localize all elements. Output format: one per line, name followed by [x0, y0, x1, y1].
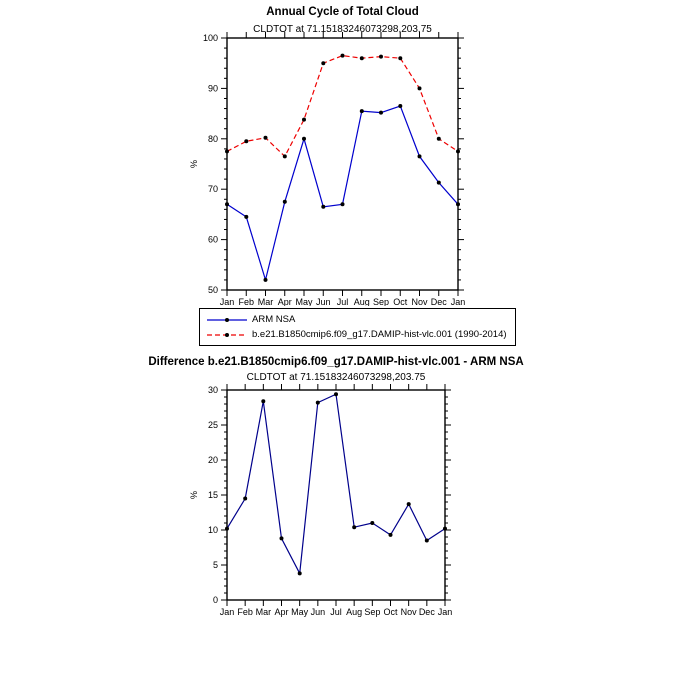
y-tick-label: 10	[208, 525, 218, 535]
x-tick-label: Mar	[258, 297, 274, 306]
y-tick-label: 15	[208, 490, 218, 500]
y-tick-label: 5	[213, 560, 218, 570]
axis-ticks	[221, 32, 464, 296]
plot-frame	[226, 37, 459, 291]
chart-title: Difference b.e21.B1850cmip6.f09_g17.DAMI…	[148, 356, 523, 368]
x-tick-label: Jun	[316, 297, 331, 306]
x-tick-label: Sep	[364, 607, 380, 617]
x-tick-label: Mar	[256, 607, 272, 617]
series-arm-nsa	[225, 104, 460, 283]
chart-subtitle: CLDTOT at 71.15183246073298,203.75	[253, 24, 432, 35]
x-tick-label: Apr	[274, 607, 288, 617]
x-tick-label: Jun	[311, 607, 326, 617]
legend-line-sample-arm-nsa-icon	[207, 317, 247, 322]
x-tick-label: Jan	[220, 297, 235, 306]
y-tick-label: 25	[208, 420, 218, 430]
y-tick-label: 80	[208, 134, 218, 144]
chart-subtitle: CLDTOT at 71.15183246073298,203.75	[247, 372, 426, 383]
y-tick-label: 70	[208, 184, 218, 194]
x-tick-label: May	[295, 297, 313, 306]
x-tick-label: Apr	[278, 297, 292, 306]
x-tick-label: Sep	[373, 297, 389, 306]
legend-item: b.e21.B1850cmip6.f09_g17.DAMIP-hist-vlc.…	[205, 327, 507, 342]
plot-frame	[226, 389, 446, 601]
x-tick-label: Jan	[438, 607, 453, 617]
bottom-chart: Difference b.e21.B1850cmip6.f09_g17.DAMI…	[148, 356, 523, 617]
y-axis-label: %	[189, 160, 199, 168]
y-axis-label: %	[189, 491, 199, 499]
chart-title: Annual Cycle of Total Cloud	[266, 6, 418, 18]
x-tick-label: Jul	[330, 607, 342, 617]
x-tick-label: Feb	[238, 297, 254, 306]
y-tick-label: 60	[208, 235, 218, 245]
x-tick-label: Jan	[451, 297, 466, 306]
legend-line-sample-model-icon	[207, 332, 247, 337]
y-tick-label: 0	[213, 595, 218, 605]
y-tick-label: 20	[208, 455, 218, 465]
legend-item-label: ARM NSA	[252, 314, 296, 325]
axis-ticks	[221, 384, 451, 606]
x-tick-label: Aug	[346, 607, 362, 617]
x-tick-label: Feb	[237, 607, 253, 617]
top-chart: Annual Cycle of Total Cloud CLDTOT at 71.…	[189, 6, 466, 306]
y-tick-label: 100	[203, 33, 218, 43]
y-tick-label: 30	[208, 385, 218, 395]
x-tick-label: Nov	[401, 607, 418, 617]
x-tick-label: Oct	[383, 607, 398, 617]
legend-item-label: b.e21.B1850cmip6.f09_g17.DAMIP-hist-vlc.…	[252, 329, 507, 340]
y-tick-label: 90	[208, 83, 218, 93]
series-difference	[225, 392, 447, 576]
x-tick-label: Oct	[393, 297, 408, 306]
x-tick-label: May	[291, 607, 309, 617]
y-tick-label: 50	[208, 285, 218, 295]
x-tick-label: Jan	[220, 607, 235, 617]
x-tick-label: Dec	[419, 607, 436, 617]
x-tick-label: Dec	[431, 297, 448, 306]
x-tick-label: Aug	[354, 297, 370, 306]
x-tick-label: Nov	[411, 297, 428, 306]
legend-item: ARM NSA	[205, 312, 507, 327]
legend: ARM NSA b.e21.B1850cmip6.f09_g17.DAMIP-h…	[199, 308, 516, 346]
x-tick-label: Jul	[337, 297, 349, 306]
series-b-e21-b1850cmip6-f09-g17-damip-hist-vlc-001-1990-2014-	[225, 53, 460, 159]
